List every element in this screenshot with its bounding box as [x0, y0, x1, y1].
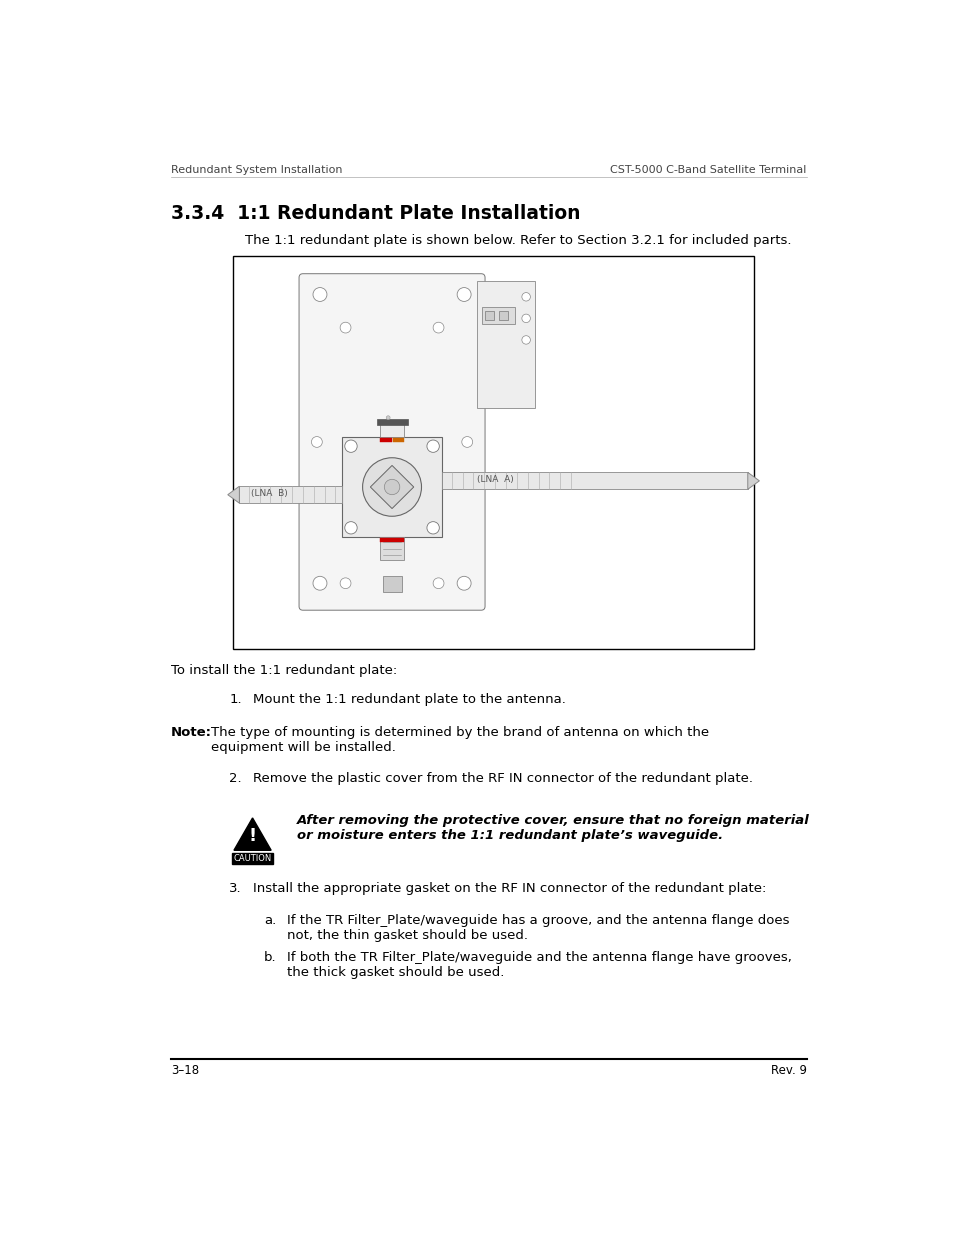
- Bar: [376, 419, 407, 425]
- Bar: [380, 437, 391, 442]
- Circle shape: [433, 322, 443, 333]
- Circle shape: [386, 416, 390, 420]
- Bar: [380, 537, 403, 561]
- Text: After removing the protective cover, ensure that no foreign material
or moisture: After removing the protective cover, ens…: [296, 814, 809, 842]
- Text: Mount the 1:1 redundant plate to the antenna.: Mount the 1:1 redundant plate to the ant…: [253, 693, 565, 706]
- Text: (LNA  A): (LNA A): [476, 474, 514, 484]
- Text: CAUTION: CAUTION: [233, 855, 272, 863]
- Text: If both the TR Filter_Plate/waveguide and the antenna flange have grooves,
the t: If both the TR Filter_Plate/waveguide an…: [287, 951, 792, 979]
- Circle shape: [461, 436, 472, 447]
- Circle shape: [311, 436, 322, 447]
- Circle shape: [433, 578, 443, 589]
- Circle shape: [344, 440, 356, 452]
- Text: To install the 1:1 redundant plate:: To install the 1:1 redundant plate:: [171, 664, 397, 677]
- Text: Note:: Note:: [171, 726, 212, 739]
- Circle shape: [521, 336, 530, 345]
- Bar: [233, 256, 753, 648]
- Circle shape: [340, 322, 351, 333]
- Text: The 1:1 redundant plate is shown below. Refer to Section 3.2.1 for included part: The 1:1 redundant plate is shown below. …: [245, 235, 790, 247]
- Polygon shape: [228, 487, 239, 503]
- Circle shape: [521, 293, 530, 301]
- Bar: [380, 421, 403, 437]
- Text: 3.: 3.: [229, 882, 242, 895]
- Circle shape: [362, 458, 421, 516]
- Text: The type of mounting is determined by the brand of antenna on which the
equipmen: The type of mounting is determined by th…: [212, 726, 709, 753]
- Circle shape: [313, 577, 327, 590]
- Bar: [484, 311, 494, 320]
- Polygon shape: [233, 818, 271, 850]
- Polygon shape: [747, 472, 759, 489]
- Circle shape: [521, 314, 530, 322]
- Circle shape: [427, 440, 439, 452]
- Text: Rev. 9: Rev. 9: [770, 1065, 806, 1077]
- Circle shape: [340, 578, 351, 589]
- Text: If the TR Filter_Plate/waveguide has a groove, and the antenna flange does
not, : If the TR Filter_Plate/waveguide has a g…: [287, 914, 789, 942]
- Bar: [498, 311, 508, 320]
- Text: !: !: [248, 826, 256, 845]
- Text: Install the appropriate gasket on the RF IN connector of the redundant plate:: Install the appropriate gasket on the RF…: [253, 882, 765, 895]
- Circle shape: [456, 288, 471, 301]
- Bar: [392, 437, 403, 442]
- Text: 3–18: 3–18: [171, 1065, 199, 1077]
- Text: Remove the plastic cover from the RF IN connector of the redundant plate.: Remove the plastic cover from the RF IN …: [253, 772, 752, 785]
- Bar: [476, 282, 535, 409]
- Text: CST-5000 C-Band Satellite Terminal: CST-5000 C-Band Satellite Terminal: [610, 165, 806, 175]
- FancyBboxPatch shape: [298, 274, 484, 610]
- Polygon shape: [370, 466, 414, 509]
- Circle shape: [344, 521, 356, 534]
- Circle shape: [384, 479, 399, 495]
- Bar: [442, 472, 747, 489]
- Bar: [239, 487, 341, 503]
- Circle shape: [427, 521, 439, 534]
- Text: 1.: 1.: [229, 693, 242, 706]
- Text: b.: b.: [264, 951, 276, 965]
- Bar: [382, 576, 402, 593]
- Circle shape: [456, 577, 471, 590]
- Bar: [341, 437, 442, 537]
- Text: a.: a.: [264, 914, 276, 927]
- Text: (LNA  B): (LNA B): [251, 489, 288, 498]
- Circle shape: [313, 288, 327, 301]
- Text: 3.3.4  1:1 Redundant Plate Installation: 3.3.4 1:1 Redundant Plate Installation: [171, 204, 580, 222]
- Bar: [380, 537, 403, 542]
- Bar: [481, 306, 514, 324]
- Text: Redundant System Installation: Redundant System Installation: [171, 165, 342, 175]
- Text: 2.: 2.: [229, 772, 242, 785]
